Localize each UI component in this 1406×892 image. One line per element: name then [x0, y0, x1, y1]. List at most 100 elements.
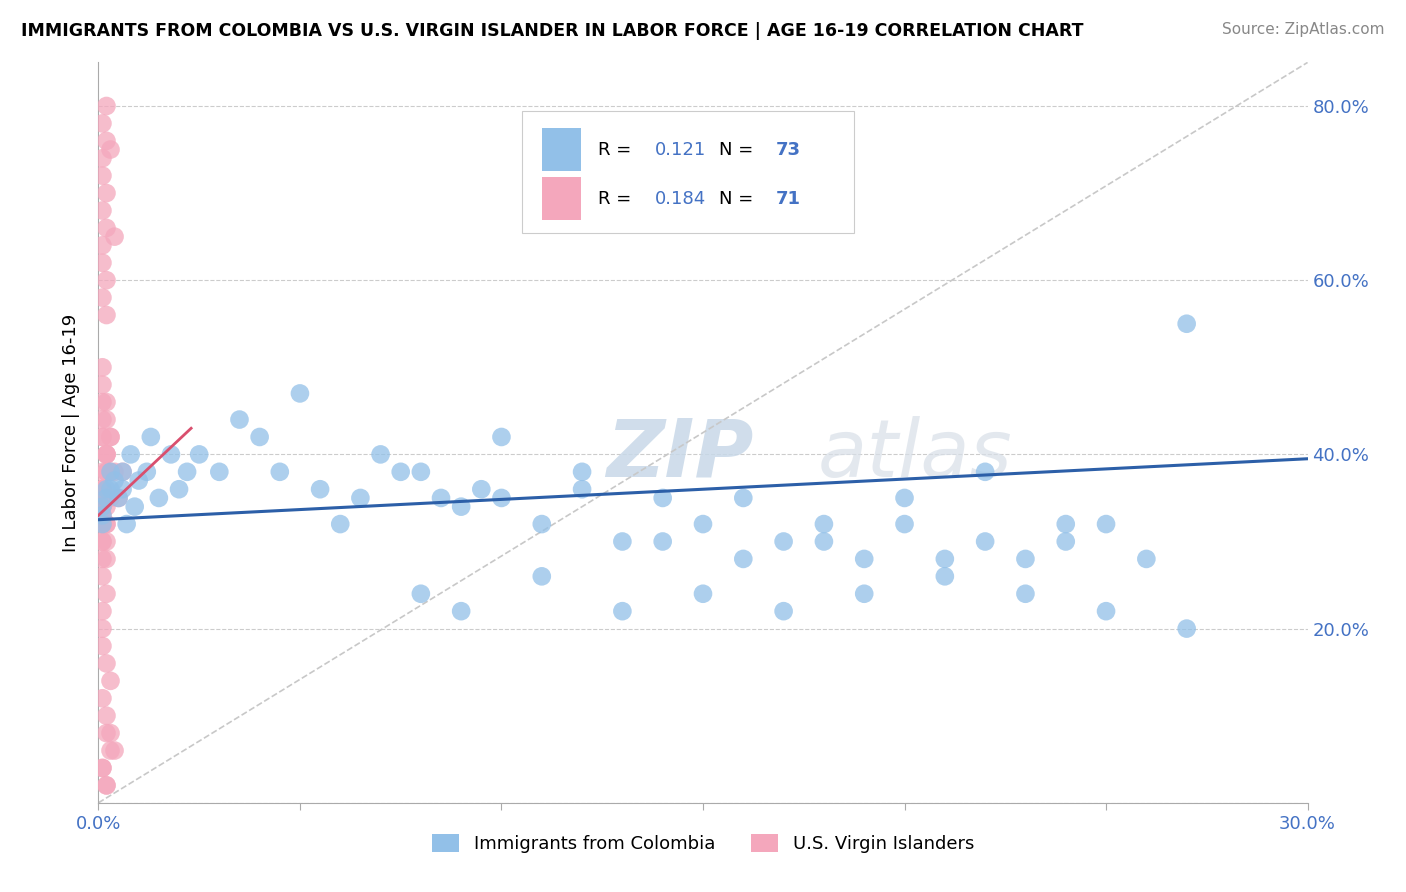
Point — [103, 465, 125, 479]
Point — [91, 430, 114, 444]
Point — [96, 273, 118, 287]
Point — [96, 517, 118, 532]
Text: N =: N = — [718, 190, 759, 208]
Point — [107, 491, 129, 505]
Point — [530, 569, 553, 583]
Point — [91, 761, 114, 775]
Point — [409, 587, 432, 601]
Point — [96, 134, 118, 148]
Point — [1014, 552, 1036, 566]
Point — [96, 308, 118, 322]
Point — [91, 412, 114, 426]
Text: atlas: atlas — [818, 416, 1012, 494]
Point — [128, 474, 150, 488]
Point — [974, 465, 997, 479]
Point — [111, 465, 134, 479]
Point — [100, 430, 122, 444]
Point — [893, 517, 915, 532]
Point — [100, 465, 122, 479]
Point — [96, 465, 118, 479]
Point — [612, 534, 634, 549]
Point — [91, 508, 114, 523]
Point — [692, 587, 714, 601]
Point — [96, 708, 118, 723]
Point — [269, 465, 291, 479]
Point — [91, 256, 114, 270]
Point — [91, 639, 114, 653]
Text: 0.184: 0.184 — [655, 190, 706, 208]
Point — [1054, 517, 1077, 532]
Point — [1014, 587, 1036, 601]
Point — [120, 447, 142, 461]
Point — [692, 517, 714, 532]
Point — [853, 587, 876, 601]
Point — [103, 743, 125, 757]
Text: N =: N = — [718, 141, 759, 159]
Point — [100, 743, 122, 757]
Point — [91, 151, 114, 165]
Point — [111, 482, 134, 496]
Point — [91, 482, 114, 496]
Point — [103, 229, 125, 244]
Bar — [543, 128, 581, 171]
Point — [370, 447, 392, 461]
Point — [96, 587, 118, 601]
Point — [100, 465, 122, 479]
Point — [1175, 622, 1198, 636]
FancyBboxPatch shape — [522, 111, 855, 233]
Text: Source: ZipAtlas.com: Source: ZipAtlas.com — [1222, 22, 1385, 37]
Point — [160, 447, 183, 461]
Point — [934, 552, 956, 566]
Point — [91, 291, 114, 305]
Y-axis label: In Labor Force | Age 16-19: In Labor Force | Age 16-19 — [62, 313, 80, 552]
Point — [733, 491, 755, 505]
Text: 73: 73 — [776, 141, 800, 159]
Point — [1095, 604, 1118, 618]
Point — [115, 517, 138, 532]
Point — [91, 691, 114, 706]
Point — [91, 169, 114, 183]
Point — [100, 673, 122, 688]
Point — [96, 657, 118, 671]
Point — [96, 552, 118, 566]
Point — [228, 412, 250, 426]
Point — [100, 491, 122, 505]
Point — [96, 778, 118, 792]
Point — [491, 491, 513, 505]
Point — [813, 534, 835, 549]
Point — [148, 491, 170, 505]
Point — [188, 447, 211, 461]
Point — [96, 395, 118, 409]
Point — [470, 482, 492, 496]
Text: IMMIGRANTS FROM COLOMBIA VS U.S. VIRGIN ISLANDER IN LABOR FORCE | AGE 16-19 CORR: IMMIGRANTS FROM COLOMBIA VS U.S. VIRGIN … — [21, 22, 1084, 40]
Point — [974, 534, 997, 549]
Text: 0.121: 0.121 — [655, 141, 706, 159]
Point — [651, 491, 673, 505]
Point — [651, 534, 673, 549]
Point — [100, 143, 122, 157]
Point — [107, 491, 129, 505]
Point — [91, 517, 114, 532]
Point — [91, 238, 114, 252]
Point — [96, 491, 118, 505]
Point — [91, 482, 114, 496]
Point — [309, 482, 332, 496]
Point — [91, 534, 114, 549]
Point — [103, 474, 125, 488]
Point — [96, 186, 118, 200]
Point — [91, 534, 114, 549]
Point — [96, 482, 118, 496]
Point — [96, 500, 118, 514]
Point — [249, 430, 271, 444]
Point — [530, 517, 553, 532]
Point — [91, 482, 114, 496]
Point — [124, 500, 146, 514]
Point — [571, 465, 593, 479]
Text: R =: R = — [598, 190, 637, 208]
Point — [772, 604, 794, 618]
Point — [329, 517, 352, 532]
Point — [91, 500, 114, 514]
Point — [96, 465, 118, 479]
Point — [96, 99, 118, 113]
Point — [100, 726, 122, 740]
